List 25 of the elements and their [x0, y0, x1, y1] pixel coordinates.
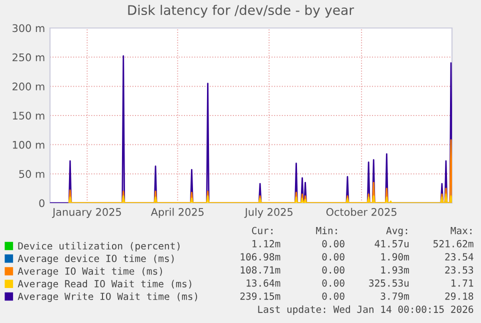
- legend-label: Average Write IO Wait time (ms): [18, 292, 198, 302]
- legend-label: Average Read IO Wait time (ms): [18, 280, 192, 290]
- y-tick-label: 300 m: [12, 24, 44, 32]
- legend-label: Device utilization (percent): [18, 242, 180, 252]
- text: 13.64m 0.00 325.53u 1.71: [246, 279, 474, 287]
- text: 108.71m 0.00 1.93m 23.53: [240, 266, 474, 274]
- text: 106.98m 0.00 1.90m 23.54: [240, 253, 474, 261]
- x-tick-label: July 2025: [244, 208, 292, 218]
- text: 1.12m 0.00 41.57u 521.62m: [252, 240, 474, 248]
- x-tick-label: October 2025: [326, 208, 396, 216]
- y-tick-label: 150 m: [12, 112, 44, 120]
- y-tick-label: 50 m: [19, 170, 44, 178]
- y-tick-label: 100 m: [12, 140, 44, 149]
- legend-label: Average device IO time (ms): [18, 254, 174, 264]
- legend-label: Average IO Wait time (ms): [18, 267, 162, 277]
- chart-title: Disk latency for /dev/sde - by year: [128, 4, 354, 18]
- text: 239.15m 0.00 3.79m 29.18: [240, 292, 474, 300]
- line-series: [68, 194, 452, 203]
- y-tick-label: 250 m: [12, 53, 44, 62]
- y-tick-label: 0: [39, 199, 44, 208]
- text: Cur: Min: Avg: Max:: [252, 226, 472, 236]
- y-tick-label: 200 m: [12, 82, 44, 90]
- text: Last update: Wed Jan 14 00:00:15 2026: [258, 305, 474, 315]
- x-tick-label: April 2025: [150, 208, 204, 218]
- x-tick-label: January 2025: [52, 208, 121, 218]
